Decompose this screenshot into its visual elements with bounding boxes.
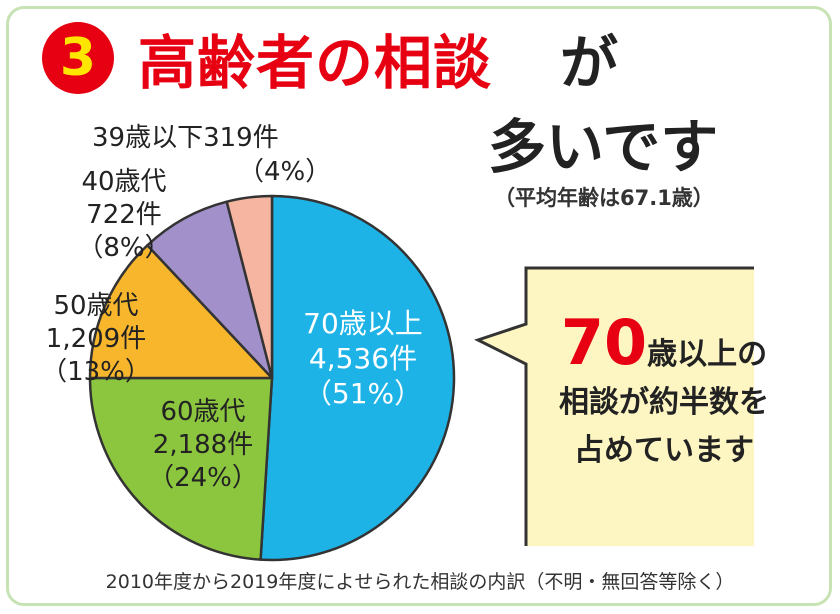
- label-50s-percent: （13%）: [41, 357, 151, 387]
- label-39-under-category: 39歳以下: [92, 123, 204, 153]
- pie-slice-4: [225, 194, 274, 380]
- label-50s-count: 1,209件: [45, 324, 147, 354]
- label-39-under: 39歳以下319件: [92, 122, 279, 155]
- page-title-suffix: が: [560, 29, 619, 97]
- label-70-plus-percent: （51%）: [303, 377, 423, 410]
- average-age-note: （平均年齢は67.1歳）: [494, 186, 714, 210]
- label-60s-category: 60歳代: [160, 397, 246, 427]
- pie-slice-0: [259, 194, 456, 562]
- callout-line1: 歳以上の: [647, 337, 768, 372]
- label-39-under-count: 319件: [203, 123, 279, 153]
- section-number-badge: 3: [42, 22, 114, 94]
- callout-number: 70: [560, 306, 648, 379]
- label-60s-percent: （24%）: [148, 463, 258, 493]
- footnote: 2010年度から2019年度によせられた相談の内訳（不明・無回答等除く）: [105, 571, 735, 593]
- label-39-under-percent: （4%）: [238, 157, 332, 187]
- label-40s-percent: （8%）: [77, 233, 171, 263]
- label-40s-category: 40歳代: [81, 167, 167, 197]
- label-70-plus-category: 70歳以上: [303, 307, 423, 340]
- label-60s: 60歳代 2,188件 （24%）: [138, 396, 268, 495]
- label-40s: 40歳代 722件 （8%）: [76, 166, 172, 265]
- callout-bubble: [474, 266, 754, 546]
- page-title-line2: 多いです: [488, 113, 719, 181]
- label-60s-count: 2,188件: [152, 430, 254, 460]
- callout-line3: 占めています: [574, 433, 754, 468]
- pie-slice-1: [88, 376, 274, 561]
- callout-line2: 相談が約半数を: [559, 385, 769, 420]
- pie-slice-2: [88, 244, 274, 380]
- label-70-plus-count: 4,536件: [308, 342, 418, 375]
- label-50s-category: 50歳代: [53, 291, 139, 321]
- label-40s-count: 722件: [86, 200, 162, 230]
- page-title: 高齢者の相談: [138, 29, 493, 97]
- label-70-plus: 70歳以上 4,536件 （51%）: [288, 306, 438, 411]
- pie-slice-3: [146, 200, 274, 380]
- label-50s: 50歳代 1,209件 （13%）: [36, 290, 156, 389]
- callout-text: 70歳以上の 相談が約半数を 占めています: [526, 306, 802, 475]
